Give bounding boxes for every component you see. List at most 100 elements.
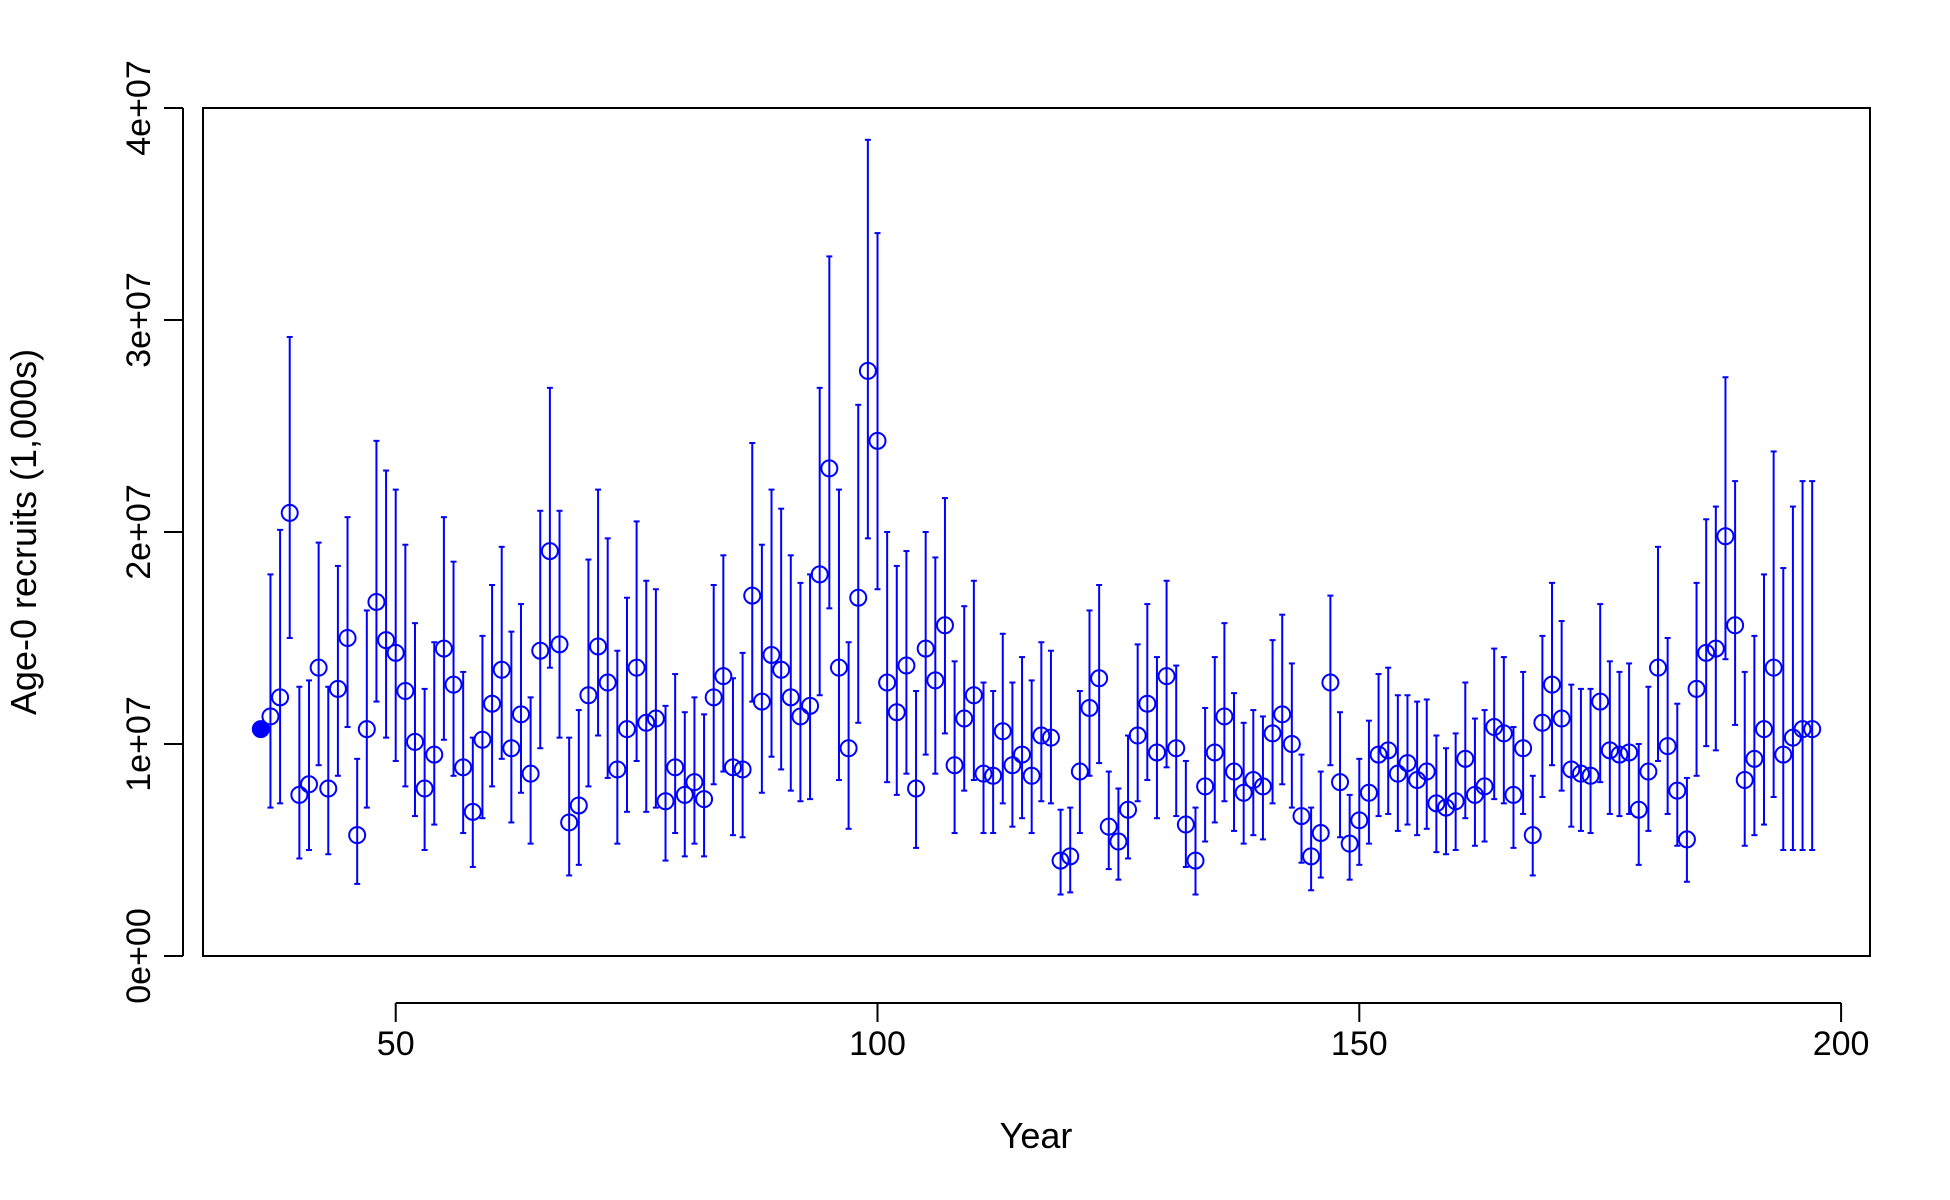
- data-point: [1639, 762, 1658, 781]
- data-point: [617, 720, 636, 739]
- data-point: [675, 785, 694, 804]
- data-point: [1388, 764, 1407, 783]
- data-point: [772, 660, 791, 679]
- data-point: [1157, 667, 1176, 686]
- data-point: [743, 586, 762, 605]
- data-point: [1523, 826, 1542, 845]
- data-point: [1138, 694, 1157, 713]
- data-point: [887, 703, 906, 722]
- data-point: [781, 688, 800, 707]
- data-point: [261, 707, 280, 726]
- data-point: [1379, 741, 1398, 760]
- data-point: [829, 658, 848, 677]
- data-point: [733, 760, 752, 779]
- data-point: [502, 739, 521, 758]
- data-point: [858, 361, 877, 380]
- data-point: [1205, 743, 1224, 762]
- data-point: [569, 796, 588, 815]
- data-point: [1437, 798, 1456, 817]
- data-point: [1273, 705, 1292, 724]
- data-point: [1331, 773, 1350, 792]
- data-point: [1658, 737, 1677, 756]
- data-point: [463, 802, 482, 821]
- data-point: [1070, 762, 1089, 781]
- data-point: [666, 758, 685, 777]
- data-point: [1581, 766, 1600, 785]
- filled-data-point: [251, 720, 270, 739]
- data-point: [1080, 698, 1099, 717]
- data-point: [1571, 764, 1590, 783]
- data-point: [1494, 724, 1513, 743]
- data-point: [714, 667, 733, 686]
- data-point: [1321, 673, 1340, 692]
- data-point: [608, 760, 627, 779]
- data-point: [579, 686, 598, 705]
- data-point: [434, 639, 453, 658]
- data-point: [974, 764, 993, 783]
- data-point: [1022, 766, 1041, 785]
- data-point: [280, 503, 299, 522]
- data-point: [1591, 692, 1610, 711]
- data-point: [1282, 735, 1301, 753]
- data-point: [1735, 771, 1754, 790]
- data-point: [1041, 728, 1060, 747]
- data-point: [444, 675, 463, 694]
- data-point: [1620, 743, 1639, 762]
- data-point: [386, 643, 405, 662]
- data-point: [1359, 783, 1378, 802]
- data-point: [1600, 741, 1619, 760]
- data-point: [926, 671, 945, 690]
- data-point: [916, 639, 935, 658]
- data-point: [1167, 739, 1186, 758]
- y-axis-title: Age-0 recruits (1,000s): [3, 349, 44, 715]
- data-point: [810, 565, 829, 584]
- data-point: [1003, 756, 1022, 775]
- data-point: [1716, 527, 1735, 546]
- data-point: [1186, 851, 1205, 870]
- data-point: [415, 779, 434, 798]
- data-point: [1350, 811, 1369, 830]
- data-point: [1677, 830, 1696, 849]
- data-point: [1099, 817, 1118, 836]
- data-point: [348, 826, 367, 845]
- y-tick-label: 2e+07: [120, 484, 158, 580]
- data-point: [723, 758, 742, 777]
- data-point: [1649, 658, 1668, 677]
- data-point: [1456, 749, 1475, 768]
- data-point: [454, 758, 473, 777]
- data-point: [868, 431, 887, 450]
- data-point: [1417, 762, 1436, 781]
- data-point: [1128, 726, 1147, 745]
- data-point: [377, 631, 396, 650]
- data-point: [1032, 726, 1051, 745]
- data-point: [984, 766, 1003, 785]
- data-point: [1562, 760, 1581, 779]
- data-point: [839, 739, 858, 758]
- data-point: [897, 656, 916, 675]
- data-point: [521, 764, 540, 783]
- data-point: [1504, 785, 1523, 804]
- data-point: [1311, 824, 1330, 843]
- data-point: [1234, 783, 1253, 802]
- data-point: [1215, 707, 1234, 726]
- data-point: [752, 692, 771, 711]
- data-point: [1369, 745, 1388, 764]
- x-axis-title: Year: [1000, 1115, 1073, 1156]
- data-point: [1340, 834, 1359, 853]
- data-point: [1253, 777, 1272, 796]
- data-point: [646, 709, 665, 728]
- data-point: [791, 707, 810, 726]
- data-point: [531, 641, 550, 660]
- x-tick-label: 150: [1331, 1025, 1388, 1063]
- data-point: [1629, 800, 1648, 819]
- data-point: [1427, 794, 1446, 813]
- data-point: [820, 459, 839, 478]
- data-point: [1061, 847, 1080, 866]
- data-point: [907, 779, 926, 798]
- data-point: [271, 688, 290, 707]
- data-point: [1726, 616, 1745, 635]
- data-point: [1706, 639, 1725, 658]
- y-tick-label: 1e+07: [120, 696, 158, 792]
- data-point: [935, 616, 954, 635]
- data-point: [1552, 709, 1571, 728]
